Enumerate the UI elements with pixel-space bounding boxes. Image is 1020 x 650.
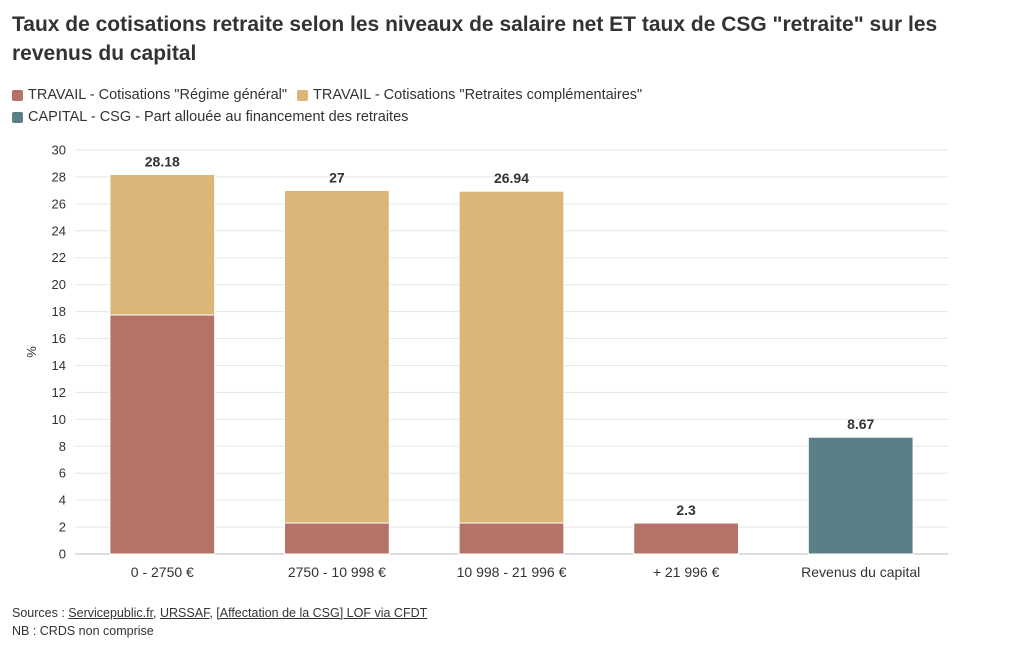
legend: TRAVAIL - Cotisations "Régime général" T… [12,84,1012,128]
legend-label-capital: CAPITAL - CSG - Part allouée au financem… [28,109,409,125]
y-tick-label: 8 [59,439,66,454]
bar-total-label: 26.94 [494,170,529,186]
bar-segment [807,436,914,555]
sources-separator: , [153,606,160,620]
legend-swatch-capital [12,111,23,123]
x-tick-label: 10 998 - 21 996 € [457,564,567,580]
bar-segment [458,190,565,524]
y-tick-label: 6 [59,466,66,481]
bar-segment [109,314,216,555]
bar-segment [109,174,216,316]
y-axis-label: % [24,346,39,358]
y-tick-label: 22 [52,250,66,265]
y-tick-label: 28 [52,169,66,184]
source-link-servicepublic[interactable]: Servicepublic.fr [68,606,154,620]
x-tick-label: Revenus du capital [801,564,920,580]
y-tick-label: 2 [59,520,66,535]
y-tick-label: 0 [59,547,66,562]
sources-prefix: Sources : [12,606,69,620]
x-tick-label: + 21 996 € [653,564,720,580]
chart-title: Taux de cotisations retraite selon les n… [12,13,938,65]
y-tick-label: 26 [52,196,66,211]
legend-label-travail-complementaire: TRAVAIL - Cotisations "Retraites complém… [313,87,643,103]
source-link-urssaf[interactable]: URSSAF [160,606,210,620]
bar-total-label: 2.3 [676,502,696,518]
y-tick-label: 10 [52,412,66,427]
legend-item-travail-complementaire[interactable]: TRAVAIL - Cotisations "Retraites complém… [297,87,642,103]
bar-total-label: 8.67 [847,416,874,432]
bar-segment [284,189,390,524]
source-link-csg-cfdt[interactable]: [Affectation de la CSG] LOF via CFDT [216,606,428,620]
bar-segment [633,522,739,555]
y-tick-label: 16 [52,331,66,346]
sources-line: Sources : Servicepublic.fr, URSSAF, [Aff… [12,604,427,622]
bar-segment [458,522,565,555]
y-tick-label: 18 [52,304,66,319]
legend-swatch-travail-complementaire [297,89,309,101]
y-tick-label: 12 [52,385,66,400]
y-tick-label: 20 [52,277,66,292]
sources-separator: , [209,606,217,620]
legend-row-2: CAPITAL - CSG - Part allouée au financem… [12,106,1012,128]
y-tick-label: 30 [52,143,66,158]
x-tick-label: 0 - 2750 € [131,564,194,580]
bar-segment [284,522,390,555]
x-tick-label: 2750 - 10 998 € [288,564,386,580]
footer-notes: Sources : Servicepublic.fr, URSSAF, [Aff… [12,604,427,640]
y-tick-label: 24 [52,223,66,238]
legend-label-travail-general: TRAVAIL - Cotisations "Régime général" [28,87,288,103]
crds-note: NB : CRDS non comprise [12,624,154,638]
legend-swatch-travail-general [12,89,23,101]
legend-item-travail-general[interactable]: TRAVAIL - Cotisations "Régime général" [12,87,287,103]
y-tick-label: 4 [59,493,66,508]
legend-item-capital[interactable]: CAPITAL - CSG - Part allouée au financem… [12,109,408,125]
legend-row-1: TRAVAIL - Cotisations "Régime général" T… [12,84,1012,106]
bar-total-label: 28.18 [145,154,180,170]
y-tick-label: 14 [52,358,66,373]
bar-total-label: 27 [329,169,345,185]
